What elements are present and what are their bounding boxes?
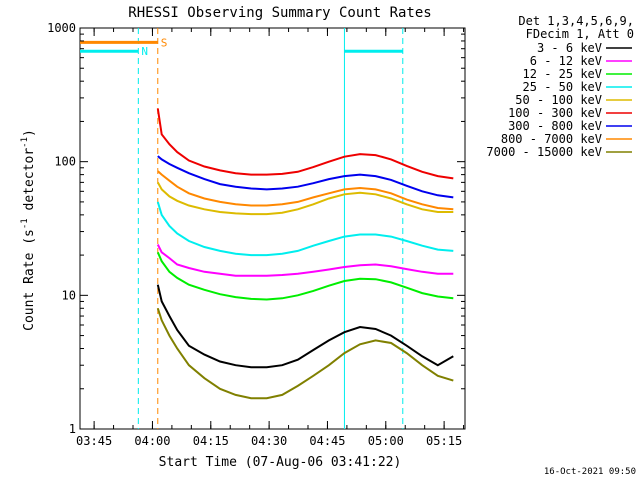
legend-label: 12 - 25 keV: [523, 67, 602, 81]
annotation-label: N: [141, 45, 148, 58]
legend: Det 1,3,4,5,6,9, FDecim 1, Att 0 3 - 6 k…: [486, 14, 634, 159]
legend-label: 6 - 12 keV: [530, 54, 602, 68]
series-line: [157, 155, 454, 199]
y-tick-label: 10: [62, 288, 76, 302]
annotation-label: S: [161, 36, 168, 49]
series-line: [156, 181, 454, 216]
x-tick-label: 04:30: [251, 434, 287, 448]
x-tick-label: 05:15: [426, 434, 462, 448]
legend-label: 25 - 50 keV: [523, 80, 602, 94]
series-line: [156, 108, 454, 180]
legend-label: 50 - 100 keV: [515, 93, 602, 107]
x-tick-label: 04:45: [309, 434, 345, 448]
legend-label: 100 - 300 keV: [508, 106, 602, 120]
x-axis-label: Start Time (07-Aug-06 03:41:22): [159, 455, 402, 470]
x-tick-label: 05:00: [368, 434, 404, 448]
series-line: [156, 307, 454, 400]
series-line: [156, 251, 454, 301]
legend-header-line-1: Det 1,3,4,5,6,9,: [518, 14, 634, 28]
series-line: [156, 244, 454, 277]
x-tick-label: 04:00: [134, 434, 170, 448]
x-tick-label: 04:15: [193, 434, 229, 448]
legend-label: 800 - 7000 keV: [501, 132, 602, 146]
series-line: [157, 170, 454, 211]
marker-lines: [137, 28, 404, 429]
series-line: [156, 284, 454, 369]
series-line: [156, 201, 454, 257]
chart-title: RHESSI Observing Summary Count Rates: [128, 5, 431, 21]
legend-header-line-2: FDecim 1, Att 0: [526, 27, 634, 41]
plot-frame: [79, 27, 466, 430]
y-axis-label: Count Rate (s-1 detector-1): [20, 129, 37, 331]
legend-label: 300 - 800 keV: [508, 119, 602, 133]
y-tick-label: 100: [54, 155, 76, 169]
mode-annotations: SN: [80, 36, 403, 58]
y-tick-label: 1000: [47, 21, 76, 35]
x-tick-label: 03:45: [76, 434, 112, 448]
x-axis-ticks: 03:45 04:00 04:15 04:30 04:45 05:00 05:15: [76, 28, 465, 448]
y-tick-label: 1: [69, 422, 76, 436]
legend-label: 3 - 6 keV: [537, 41, 602, 55]
legend-label: 7000 - 15000 keV: [486, 145, 602, 159]
timestamp: 16-Oct-2021 09:50: [544, 467, 636, 477]
series-lines: [156, 108, 454, 400]
